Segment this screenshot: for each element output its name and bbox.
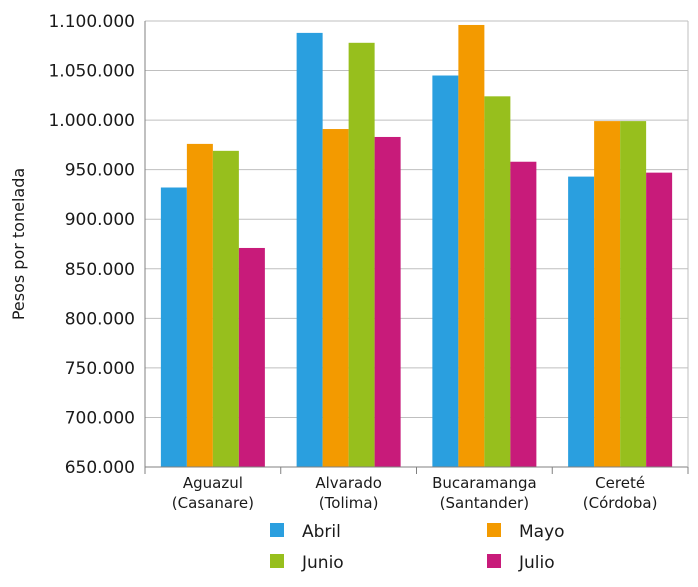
legend: Abril Mayo Junio Julio [270, 522, 565, 573]
x-category-label: (Santander) [440, 494, 529, 512]
y-tick-label: 700.000 [65, 408, 135, 428]
legend-label-abril: Abril [302, 522, 341, 542]
x-category-label: Cereté [595, 474, 645, 492]
x-category-label: (Casanare) [172, 494, 254, 512]
y-tick-labels: 650.000 700.000 750.000 800.000 850.000 900.0… [48, 12, 135, 478]
legend-swatch-julio [487, 554, 501, 568]
y-tick-label: 850.000 [65, 260, 135, 280]
legend-label-julio: Julio [518, 553, 555, 573]
bar-junio-3 [620, 121, 647, 467]
x-category-label: (Tolima) [319, 494, 379, 512]
bar-julio-3 [646, 172, 673, 467]
axes [144, 21, 689, 474]
legend-swatch-abril [270, 523, 284, 537]
bar-junio-1 [348, 42, 375, 467]
x-category-label: Bucaramanga [432, 474, 537, 492]
y-tick-label: 1.000.000 [48, 111, 135, 131]
x-category-label: Alvarado [315, 474, 382, 492]
x-category-label: (Córdoba) [583, 494, 658, 512]
y-tick-label: 900.000 [65, 210, 135, 230]
y-axis-title: Pesos por tonelada [9, 168, 28, 320]
y-tick-label: 1.100.000 [48, 12, 135, 32]
bar-abril-0 [160, 187, 187, 468]
bar-mayo-0 [186, 143, 213, 468]
x-category-labels: Aguazul (Casanare) Alvarado (Tolima) Bucaram… [172, 474, 658, 512]
bar-mayo-3 [594, 121, 621, 467]
x-category-label: Aguazul [183, 474, 243, 492]
y-tick-label: 950.000 [65, 161, 135, 181]
y-tick-label: 650.000 [65, 458, 135, 478]
y-tick-label: 750.000 [65, 359, 135, 379]
y-tick-label: 800.000 [65, 309, 135, 329]
y-tick-label: 1.050.000 [48, 62, 135, 82]
bars [160, 24, 673, 468]
bar-julio-2 [510, 161, 537, 467]
bar-junio-2 [484, 96, 511, 467]
bar-abril-1 [296, 32, 323, 467]
bar-junio-0 [212, 150, 239, 467]
legend-swatch-junio [270, 554, 284, 568]
bar-abril-2 [432, 75, 459, 467]
bar-julio-0 [238, 247, 265, 467]
bar-julio-1 [374, 136, 401, 467]
legend-label-junio: Junio [301, 553, 344, 573]
bar-abril-3 [568, 176, 595, 468]
bar-mayo-1 [322, 129, 349, 467]
bar-mayo-2 [458, 24, 485, 467]
legend-label-mayo: Mayo [519, 522, 565, 542]
legend-swatch-mayo [487, 523, 501, 537]
